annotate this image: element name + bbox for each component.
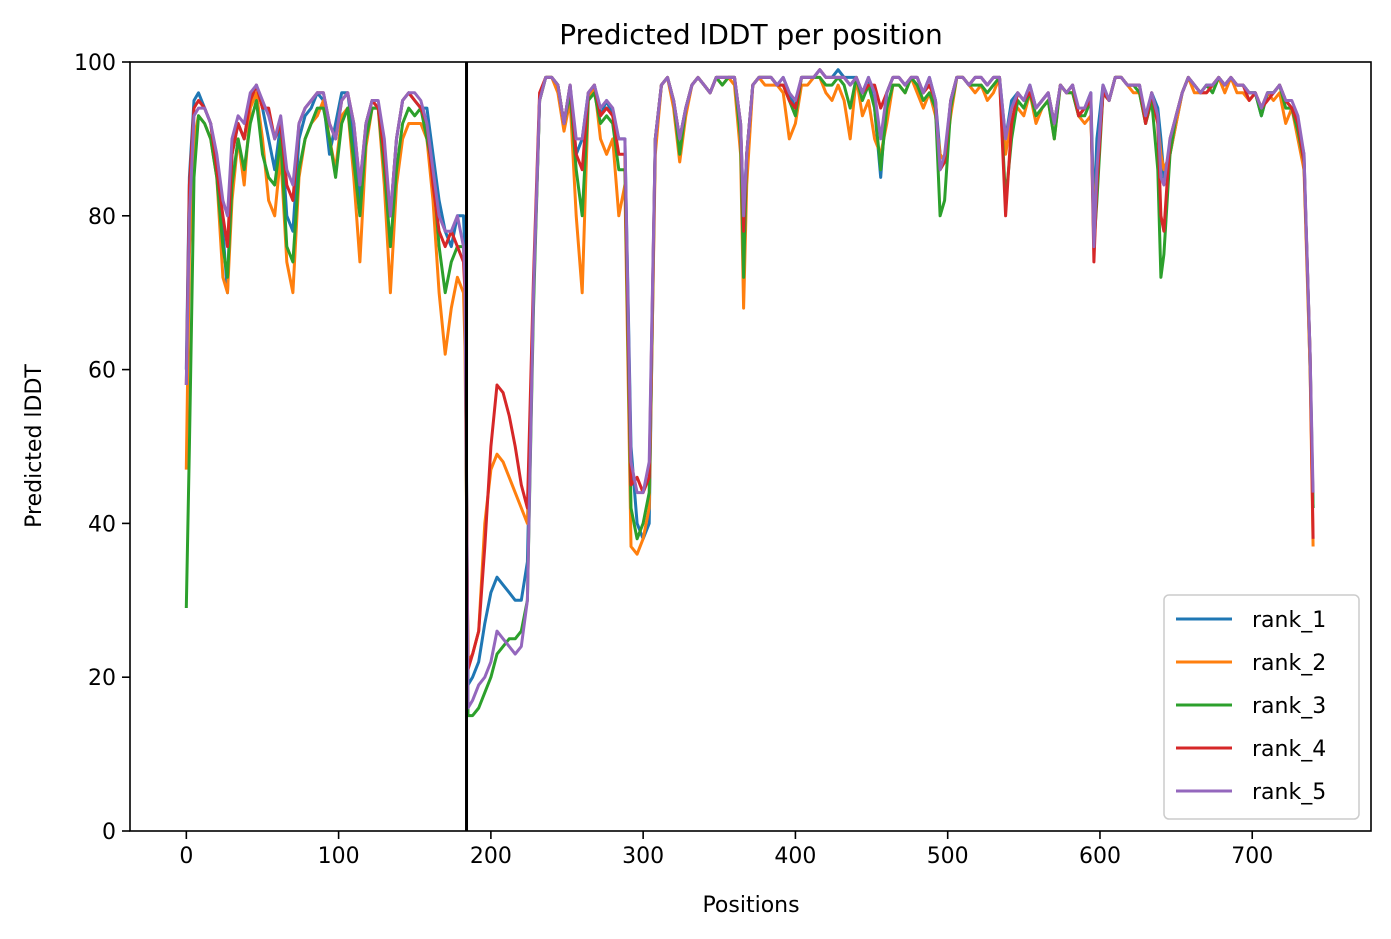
y-tick-label: 40 — [88, 512, 116, 537]
x-tick-label: 200 — [470, 844, 512, 869]
x-tick-label: 300 — [622, 844, 664, 869]
y-tick-label: 80 — [88, 205, 116, 230]
y-axis-label: Predicted lDDT — [22, 364, 47, 528]
x-tick-label: 700 — [1231, 844, 1273, 869]
x-axis-ticks: 0 100 200 300 400 500 600 700 — [179, 831, 1273, 869]
x-tick-label: 400 — [774, 844, 816, 869]
legend: rank_1 rank_2 rank_3 rank_4 rank_5 — [1163, 594, 1360, 820]
y-tick-label: 0 — [102, 820, 116, 845]
legend-box — [1163, 594, 1360, 820]
y-tick-label: 100 — [74, 51, 116, 76]
legend-label-rank_4: rank_4 — [1252, 737, 1326, 762]
chart-title: Predicted lDDT per position — [559, 18, 943, 51]
y-tick-label: 20 — [88, 666, 116, 691]
x-tick-label: 500 — [927, 844, 969, 869]
legend-label-rank_2: rank_2 — [1252, 651, 1326, 676]
legend-label-rank_1: rank_1 — [1252, 608, 1326, 633]
x-tick-label: 600 — [1079, 844, 1121, 869]
y-tick-label: 60 — [88, 359, 116, 384]
series-line-rank_5 — [184, 68, 1315, 710]
legend-label-rank_3: rank_3 — [1252, 694, 1326, 719]
x-axis-label: Positions — [702, 893, 799, 918]
legend-label-rank_5: rank_5 — [1252, 780, 1326, 805]
x-tick-label: 0 — [179, 844, 193, 869]
x-tick-label: 100 — [318, 844, 360, 869]
plot-frame — [129, 61, 1372, 832]
y-axis-ticks: 0 20 40 60 80 100 — [74, 51, 130, 845]
series-lines — [184, 68, 1315, 718]
